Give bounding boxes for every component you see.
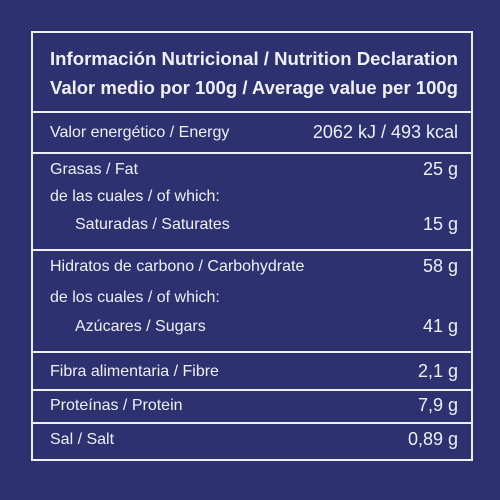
row-value: 41 g (423, 316, 458, 336)
row-value: 58 g (423, 256, 458, 276)
title: Información Nutricional / Nutrition Decl… (50, 49, 458, 69)
row-label: Sal / Salt (50, 431, 115, 448)
row-value: 25 g (423, 159, 458, 179)
row-label: Proteínas / Protein (50, 397, 183, 414)
table-border (31, 31, 473, 461)
row-value: 15 g (423, 214, 458, 234)
row-value: 7,9 g (418, 395, 458, 415)
row-value: 0,89 g (408, 429, 458, 449)
row-value: 2062 kJ / 493 kcal (313, 122, 458, 142)
row-label: Hidratos de carbono / Carbohydrate (50, 258, 304, 275)
row-label: de las cuales / of which: (50, 188, 220, 205)
row-label: Azúcares / Sugars (75, 318, 206, 335)
row-value: 2,1 g (418, 361, 458, 381)
row-label: Grasas / Fat (50, 161, 139, 178)
subtitle: Valor medio por 100g / Average value per… (50, 78, 458, 98)
row-label: Valor energético / Energy (50, 124, 229, 141)
row-label: Fibra alimentaria / Fibre (50, 363, 219, 380)
row-label: Saturadas / Saturates (75, 216, 230, 233)
row-label: de los cuales / of which: (50, 289, 220, 306)
